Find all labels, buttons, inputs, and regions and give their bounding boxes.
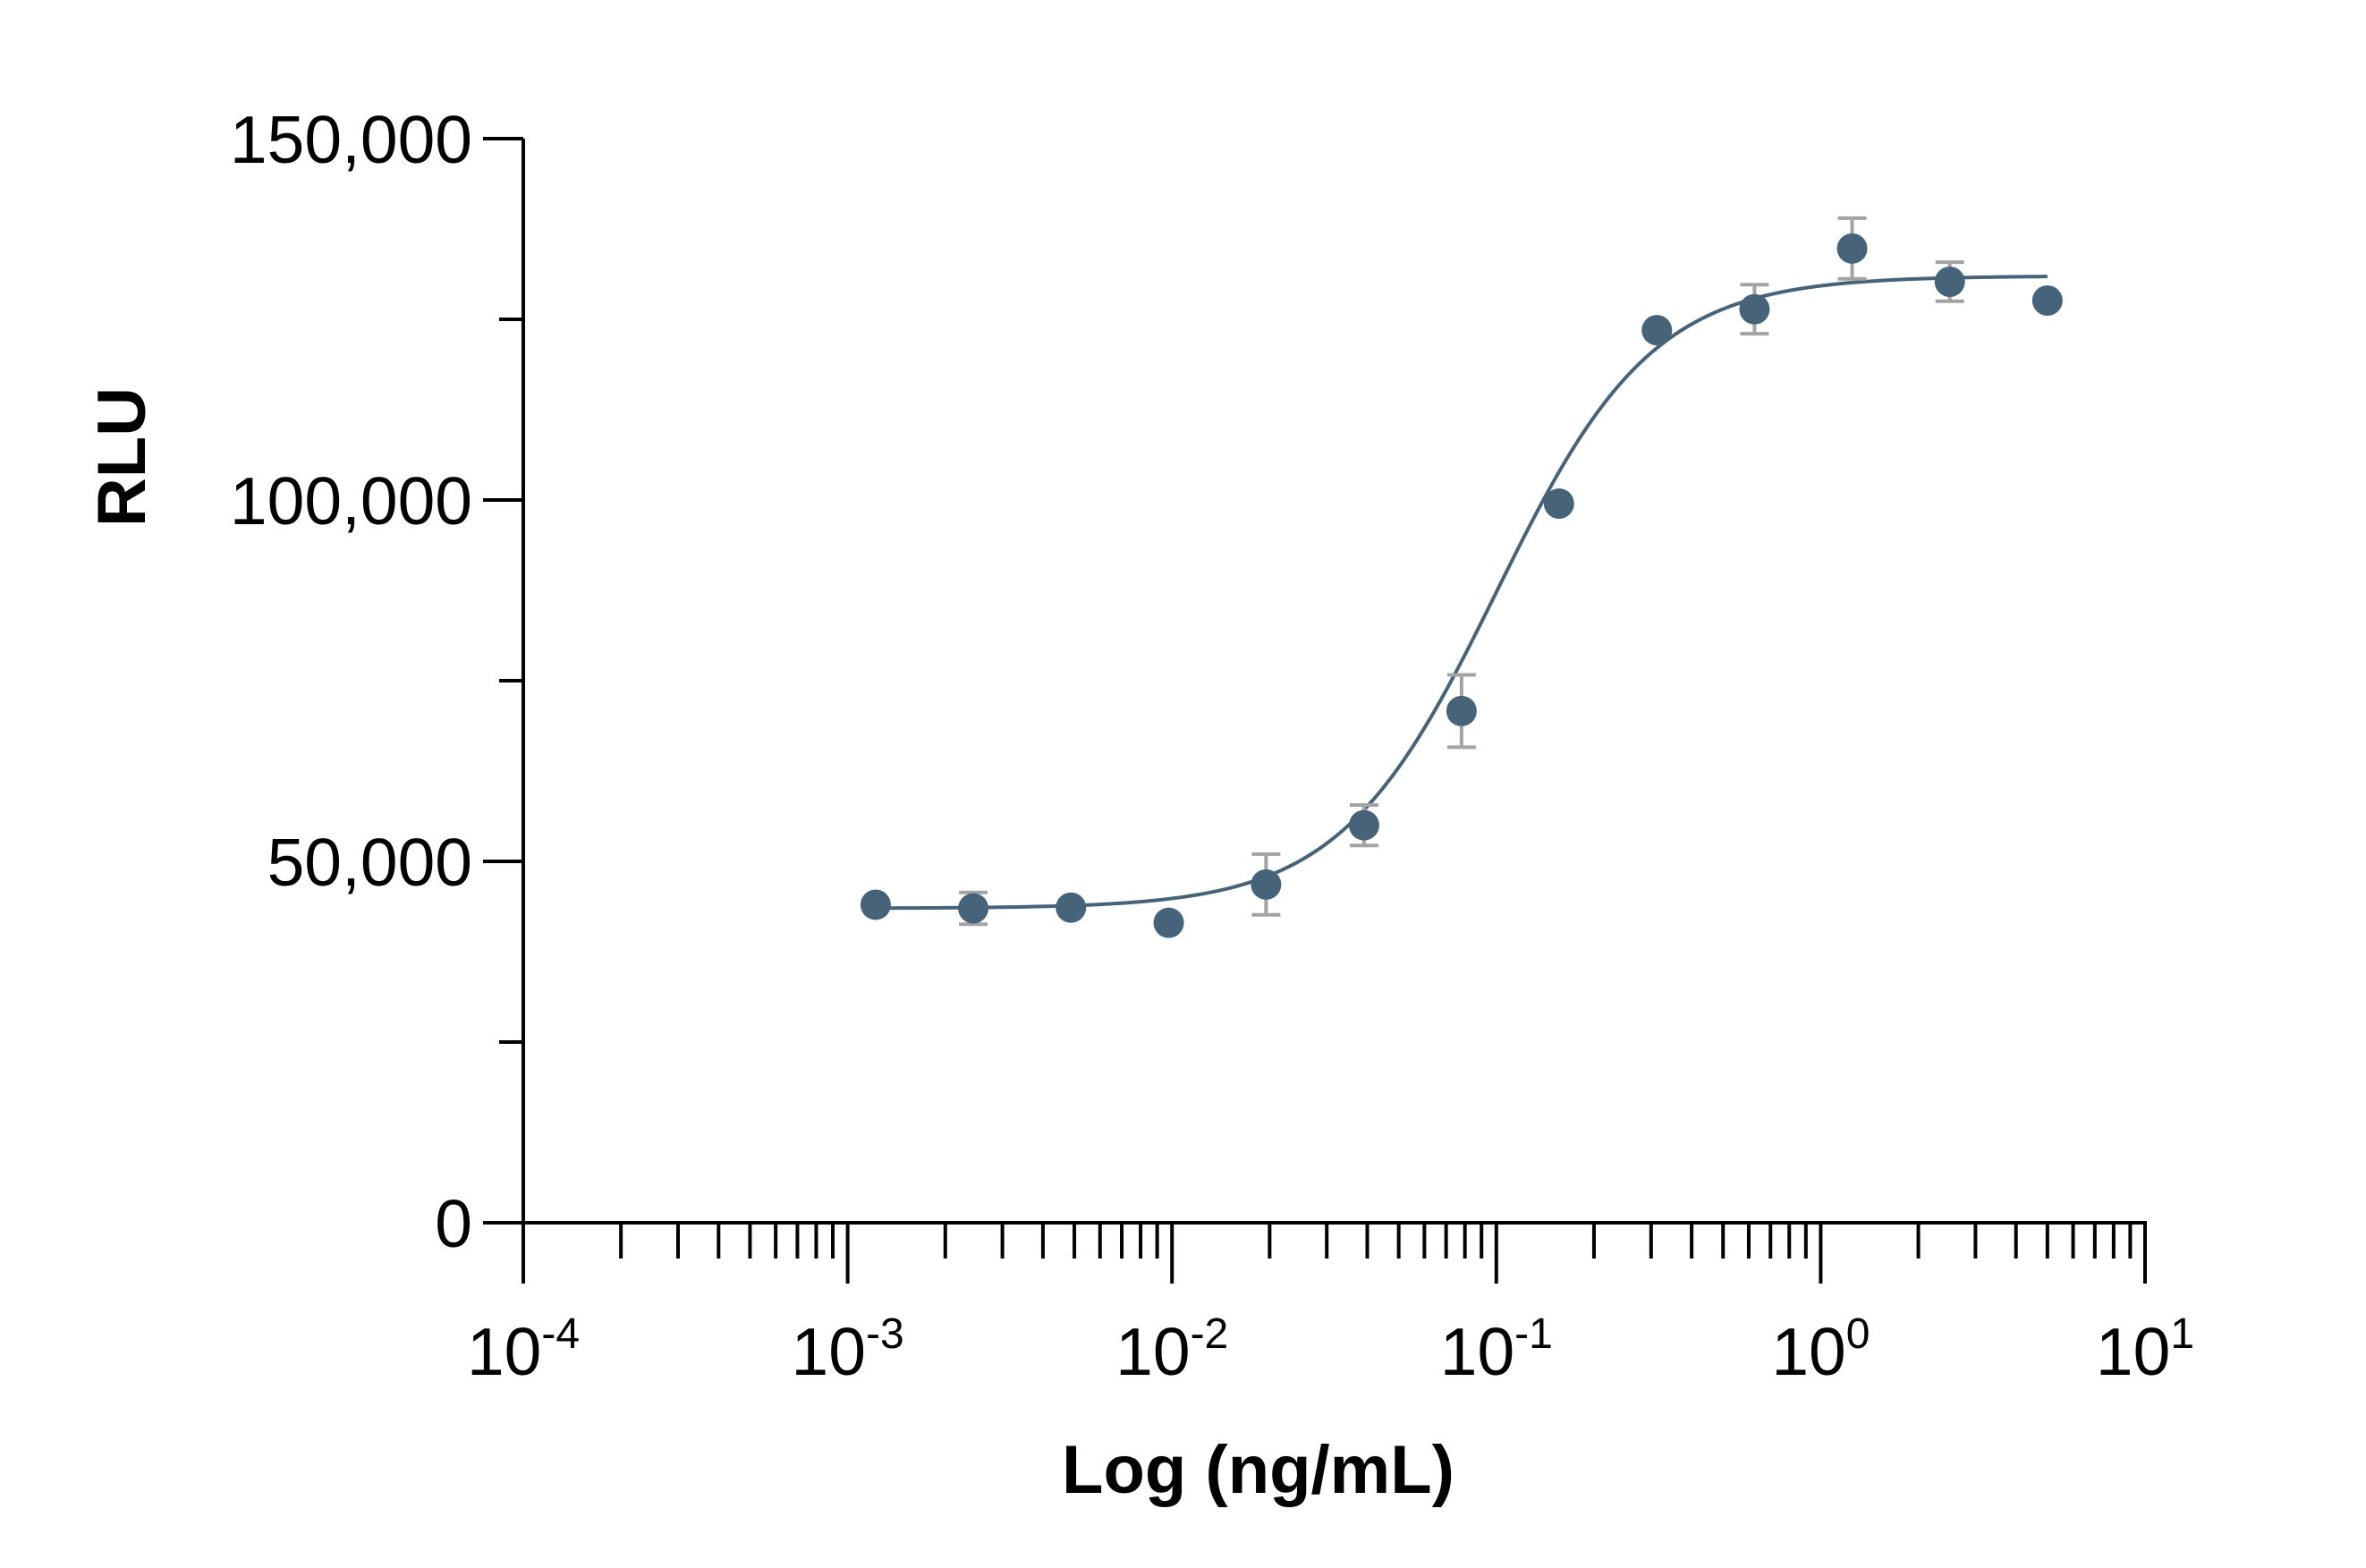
x-tick-label: 10-2 [1115, 1310, 1228, 1389]
x-tick-label: 101 [2096, 1310, 2194, 1389]
x-tick-label: 10-1 [1440, 1310, 1553, 1389]
axes [522, 139, 2147, 1225]
data-point [1251, 869, 1282, 900]
x-axis-title: Log (ng/mL) [1062, 1432, 1454, 1508]
y-tick-label: 100,000 [230, 463, 472, 538]
data-point [1934, 266, 1965, 297]
data-point [1543, 488, 1574, 520]
data-point [1446, 695, 1477, 726]
data-points [860, 233, 2063, 938]
error-bars [959, 216, 1964, 927]
data-point [1056, 892, 1087, 923]
y-axis-title: RLU [84, 387, 160, 527]
data-point [1348, 809, 1379, 841]
y-axis-ticks: 0 50,000 100,000 150,000 [230, 102, 523, 1261]
data-point [1641, 315, 1673, 346]
data-point [2031, 284, 2063, 316]
data-point [1739, 293, 1770, 325]
x-tick-label: 10-3 [792, 1310, 904, 1389]
x-tick-label: 100 [1771, 1310, 1870, 1389]
y-tick-label: 50,000 [267, 825, 472, 900]
y-tick-label: 0 [435, 1186, 472, 1261]
data-point [958, 893, 989, 924]
data-point [1153, 907, 1184, 938]
fit-curve [875, 275, 2048, 911]
x-tick-label: 10-4 [467, 1310, 580, 1389]
x-axis-ticks: 10-4 10-3 10-2 10-1 100 101 [467, 1223, 2194, 1389]
y-tick-label: 150,000 [230, 102, 472, 177]
data-point [1836, 233, 1868, 264]
data-point [860, 889, 891, 920]
